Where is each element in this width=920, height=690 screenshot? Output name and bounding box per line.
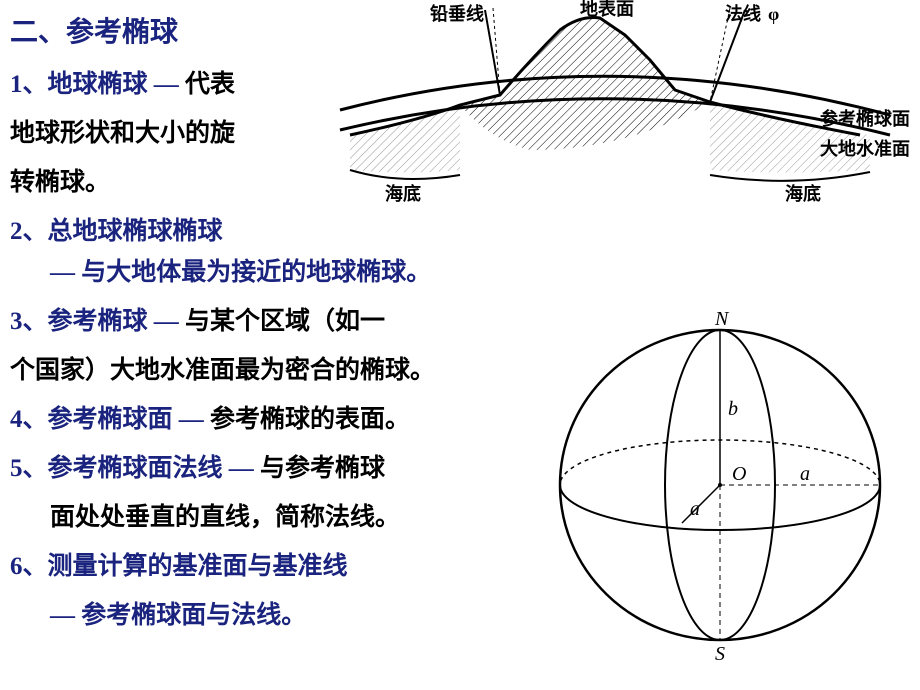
- dash: —: [173, 406, 211, 433]
- item-desc: 与某个区域（如一: [185, 308, 385, 335]
- label-surface: 地表面: [580, 0, 634, 19]
- item-num: 6、: [10, 553, 48, 580]
- item-term: 地球椭球: [48, 71, 148, 98]
- item-6: 6、测量计算的基准面与基准线: [10, 544, 570, 589]
- dash: —: [148, 71, 186, 98]
- bottom-diagram: N S O b a a: [540, 305, 900, 665]
- wide-block: — 与大地体最为接近的地球椭球。 3、参考椭球 — 与某个区域（如一 个国家）大…: [10, 250, 570, 642]
- item-5-sub: 面处处垂直的直线，简称法线。: [10, 495, 570, 540]
- item-3-line2: 个国家）大地水准面最为密合的椭球。: [10, 348, 570, 393]
- label-a2: a: [690, 498, 700, 520]
- item-num: 2、: [10, 218, 48, 245]
- item-6-sub: — 参考椭球面与法线。: [10, 593, 570, 638]
- item-term: 总地球椭球椭球: [48, 218, 223, 245]
- seabed-right-line: [710, 172, 870, 181]
- item-2: 2、总地球椭球椭球: [10, 209, 430, 254]
- label-angle: φ: [768, 4, 779, 24]
- label-seabed-r: 海底: [785, 183, 821, 204]
- item-desc: 参考椭球的表面。: [210, 406, 410, 433]
- label-plumb: 铅垂线: [430, 3, 484, 24]
- item-5: 5、参考椭球面法线 — 与参考椭球: [10, 446, 570, 491]
- item-num: 3、: [10, 308, 48, 335]
- axis-a2: [682, 485, 720, 523]
- item-num: 4、: [10, 406, 48, 433]
- center-dot: [718, 483, 722, 487]
- item-desc: 与参考椭球: [260, 455, 385, 482]
- item-num: 5、: [10, 455, 48, 482]
- item-desc: 代表: [185, 71, 235, 98]
- label-seabed-l: 海底: [385, 183, 421, 204]
- sub-text: — 与大地体最为接近的地球椭球。: [50, 259, 431, 286]
- item-2-sub: — 与大地体最为接近的地球椭球。: [10, 250, 570, 295]
- item-3: 3、参考椭球 — 与某个区域（如一: [10, 299, 570, 344]
- label-o: O: [732, 463, 746, 485]
- label-b: b: [728, 398, 738, 420]
- item-term: 测量计算的基准面与基准线: [48, 553, 348, 580]
- item-term: 参考椭球面法线: [48, 455, 223, 482]
- label-geoid: 大地水准面: [820, 138, 910, 159]
- dash: —: [148, 308, 186, 335]
- label-normal: 法线: [725, 3, 761, 24]
- label-ref-ellipsoid: 参考椭球面: [820, 108, 910, 129]
- item-4: 4、参考椭球面 — 参考椭球的表面。: [10, 397, 570, 442]
- top-diagram: 铅垂线 地表面 法线 φ 参考椭球面 大地水准面 海底 海底: [330, 0, 910, 215]
- label-n: N: [714, 308, 730, 330]
- item-num: 1、: [10, 71, 48, 98]
- label-a: a: [800, 463, 810, 485]
- dash: —: [223, 455, 261, 482]
- label-s: S: [715, 643, 725, 665]
- item-term: 参考椭球: [48, 308, 148, 335]
- item-term: 参考椭球面: [48, 406, 173, 433]
